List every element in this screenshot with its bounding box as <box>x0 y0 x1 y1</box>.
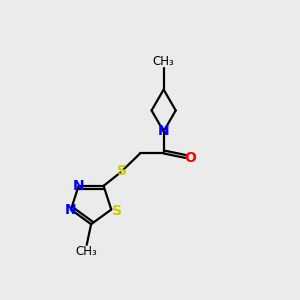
Text: CH₃: CH₃ <box>76 245 98 258</box>
Text: S: S <box>112 204 122 218</box>
Text: N: N <box>65 202 77 217</box>
Text: CH₃: CH₃ <box>153 56 175 68</box>
Text: S: S <box>117 164 127 178</box>
Text: O: O <box>184 151 196 165</box>
Text: N: N <box>158 124 170 138</box>
Text: N: N <box>73 179 85 193</box>
